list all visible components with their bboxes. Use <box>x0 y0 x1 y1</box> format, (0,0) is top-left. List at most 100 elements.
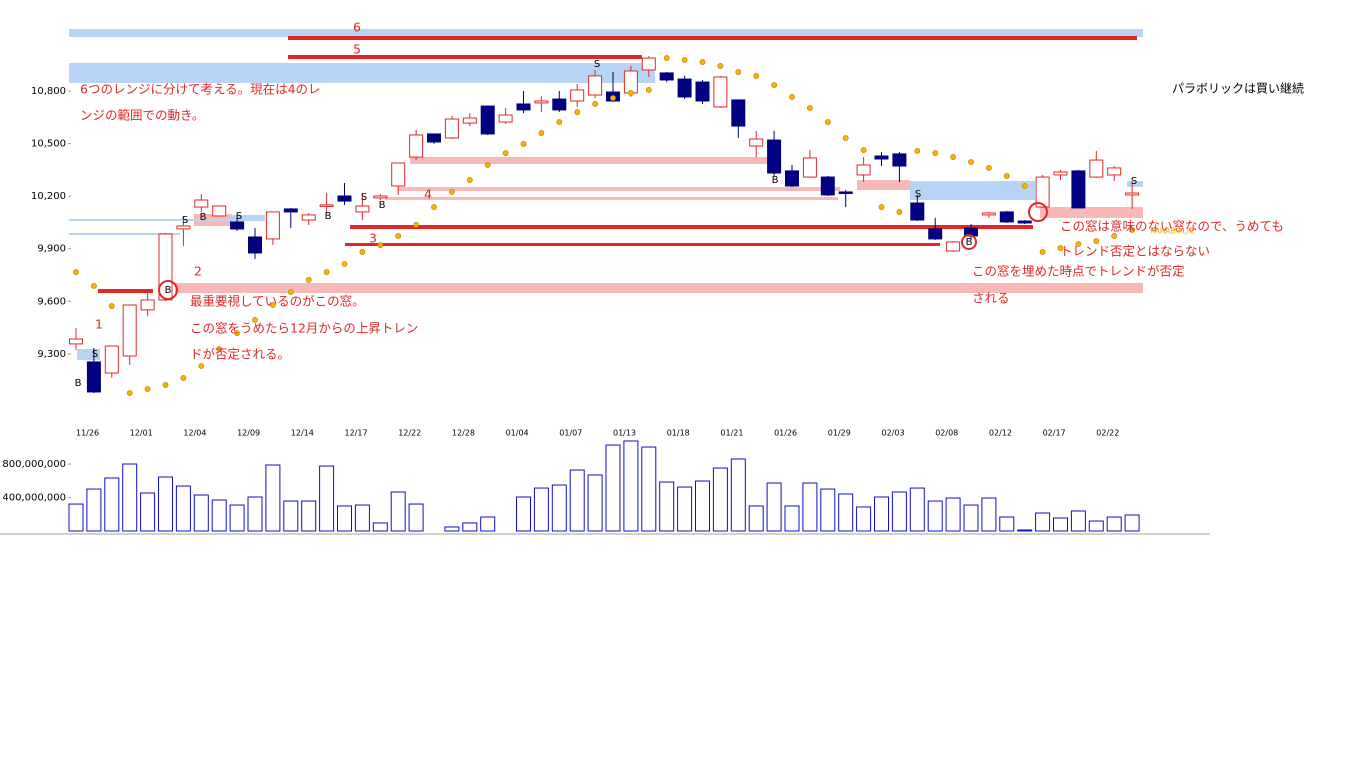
sar-dot <box>520 141 527 147</box>
sar-dot <box>717 63 724 69</box>
candle-body <box>659 72 674 81</box>
signal: B <box>379 200 386 211</box>
gap-circle <box>158 280 178 300</box>
separator <box>0 533 1210 535</box>
sar-dot <box>144 386 151 392</box>
candle-body <box>641 57 656 71</box>
sar-dot <box>341 261 348 267</box>
candle-body <box>373 195 388 199</box>
signal: B <box>75 378 82 389</box>
band <box>1127 181 1143 187</box>
overlays <box>69 29 1143 360</box>
volume-bar <box>354 504 370 532</box>
band <box>910 181 1035 200</box>
volume-bar <box>605 444 621 532</box>
sar-dot <box>986 165 992 171</box>
volume-bar <box>1017 529 1033 532</box>
signal: B <box>772 175 779 186</box>
volume-bar <box>927 500 943 532</box>
y-tick-label: 9,900 <box>37 244 66 255</box>
signal: B <box>200 212 207 223</box>
signal: S <box>1131 176 1137 187</box>
band <box>1040 207 1143 218</box>
volume-bar <box>408 503 424 532</box>
volume-bar <box>480 516 496 532</box>
band <box>230 215 265 221</box>
volume-bar <box>766 482 782 532</box>
volume-bar <box>247 496 263 532</box>
annotation: ンジの範囲での動き。 <box>80 108 204 123</box>
volume-bar <box>838 493 854 532</box>
candle-body <box>498 114 513 123</box>
x-tick-label: 01/18 <box>667 429 690 438</box>
candle-body <box>749 138 764 147</box>
sar-dot <box>252 317 258 323</box>
y-tick-label: 10,500 <box>31 139 66 150</box>
candle-body <box>283 208 298 213</box>
candle-body <box>265 211 280 240</box>
sar-dot <box>359 248 366 255</box>
sar-dot <box>574 109 581 115</box>
candle-body <box>588 75 603 96</box>
volume-bar <box>999 516 1015 532</box>
volume-bar <box>140 492 156 532</box>
x-tick-label: 02/08 <box>935 429 958 438</box>
sar-dot <box>663 55 670 61</box>
candle-body <box>856 164 871 176</box>
candle-body <box>999 211 1014 223</box>
range-line <box>288 55 642 59</box>
volume-bar <box>909 487 925 532</box>
volume-bar <box>856 506 872 532</box>
candle-body <box>462 117 477 124</box>
volume-bar <box>211 499 227 532</box>
x-tick-label: 12/01 <box>130 429 153 438</box>
volume-bar <box>158 476 173 532</box>
sar-dot <box>896 209 903 215</box>
volume-bar <box>784 505 800 532</box>
volume-tick-label: 400,000,000 <box>2 493 66 504</box>
volume-bar <box>1106 516 1122 532</box>
sar-dot <box>914 148 921 154</box>
volume-bar <box>802 482 818 532</box>
candle-body <box>69 338 83 345</box>
volume-bar <box>444 526 460 532</box>
x-tick-label: 12/28 <box>452 429 475 438</box>
x-tick-label: 12/17 <box>345 429 368 438</box>
volume-bar <box>1035 512 1051 532</box>
x-tick-label: 02/03 <box>882 429 905 438</box>
x-tick-label: 12/09 <box>237 429 260 438</box>
volume-bar <box>659 481 675 532</box>
sar-dot <box>287 289 294 295</box>
candle-body <box>337 195 352 202</box>
signal: S <box>915 189 921 200</box>
volume-bar <box>945 497 961 532</box>
candle-body <box>176 225 191 230</box>
annotation: 6つのレンジに分けて考える。現在は4のレ <box>80 82 321 97</box>
sar-dot <box>771 82 777 88</box>
sar-dot <box>180 375 187 381</box>
candle-body <box>480 105 495 135</box>
candle-body <box>1035 176 1050 208</box>
sar-dot <box>1039 248 1046 255</box>
marks: 9,300 9,600 9,900 10,200 10,500 10,800 400,000… <box>2 55 1140 532</box>
candle-body <box>86 361 101 393</box>
candle-body <box>874 155 889 160</box>
y-tick-label: 9,600 <box>37 296 66 307</box>
candle-body <box>409 134 424 158</box>
volume-bar <box>820 488 836 532</box>
sar-dot <box>824 119 831 125</box>
volume-bar <box>86 488 102 532</box>
volume-bar <box>122 463 138 532</box>
signal: S <box>361 192 367 203</box>
volume-bar <box>891 491 907 532</box>
candle-body <box>570 89 585 102</box>
gap-circle <box>1028 202 1048 222</box>
candle-body <box>194 199 209 208</box>
sar-dot <box>502 150 509 156</box>
sar-dot <box>431 204 437 210</box>
x-tick-label: 02/17 <box>1043 429 1066 438</box>
candle-body <box>623 70 638 94</box>
sar-dot <box>108 303 115 309</box>
annotation: この窓をうめたら12月からの上昇トレン <box>190 321 418 336</box>
